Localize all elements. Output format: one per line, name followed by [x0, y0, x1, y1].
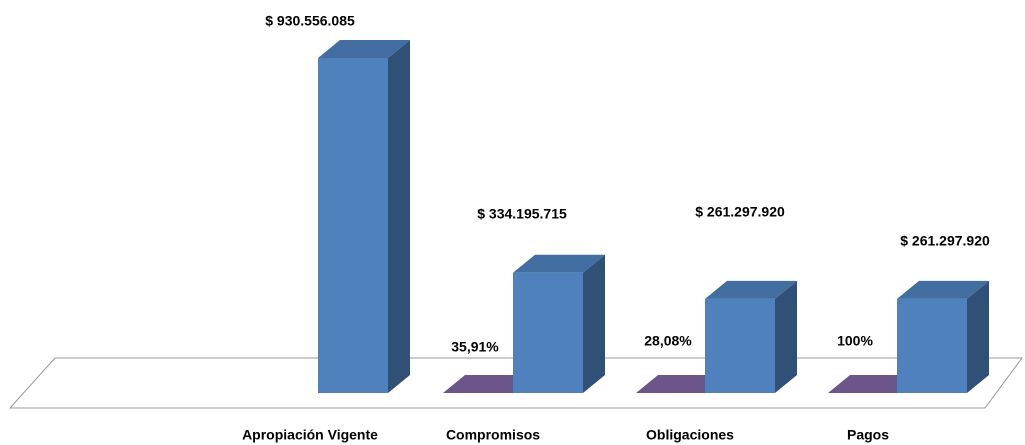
bar-face	[897, 298, 967, 393]
bar	[513, 254, 605, 393]
bar-face	[897, 280, 989, 299]
bar-face	[775, 280, 797, 393]
bar-face	[705, 280, 797, 299]
value-label: $ 261.297.920	[900, 233, 990, 249]
bar	[443, 375, 535, 393]
x-tick-label: Compromisos	[446, 427, 540, 443]
value-label: 100%	[837, 333, 873, 349]
bar	[705, 280, 797, 393]
x-tick-label: Pagos	[847, 427, 889, 443]
bar-face	[705, 298, 775, 393]
value-label: $ 261.297.920	[695, 204, 785, 220]
bar	[318, 40, 410, 393]
bar-face	[443, 375, 535, 393]
bar-face	[513, 254, 605, 273]
bar	[897, 280, 989, 393]
bar-face	[318, 58, 388, 393]
value-label: $ 930.556.085	[265, 13, 355, 29]
bar-face	[388, 40, 410, 393]
value-label: 35,91%	[451, 339, 499, 355]
bar-face	[583, 254, 605, 393]
bar-face	[318, 40, 410, 58]
bar-face	[967, 280, 989, 393]
x-tick-label: Obligaciones	[646, 427, 734, 443]
value-label: $ 334.195.715	[477, 206, 567, 222]
bar-face	[513, 272, 583, 393]
x-tick-label: Apropiación Vigente	[242, 427, 378, 443]
value-label: 28,08%	[644, 333, 692, 349]
